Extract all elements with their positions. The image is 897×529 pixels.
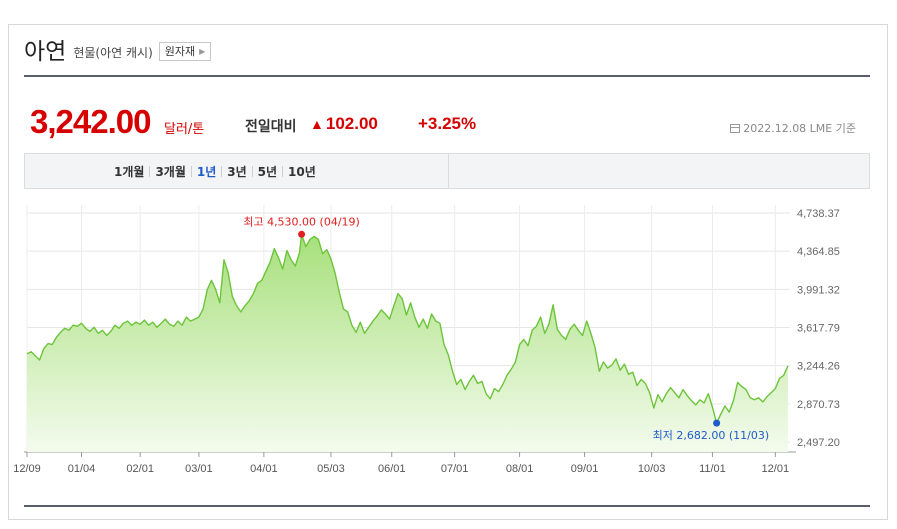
low-marker bbox=[713, 419, 721, 427]
x-tick-label: 05/03 bbox=[317, 463, 345, 475]
y-tick-label: 4,738.37 bbox=[797, 208, 840, 220]
commodity-button[interactable]: 원자재 ▶ bbox=[158, 42, 212, 61]
tab-period-5[interactable]: 10년 bbox=[288, 164, 316, 179]
tab-separator bbox=[282, 165, 284, 177]
period-selector: 1개월 3개월 1년 3년 5년 10년 bbox=[24, 153, 870, 189]
price-change-value: 102.00 bbox=[325, 114, 378, 133]
footer-divider bbox=[24, 505, 870, 507]
as-of-date: 2022.12.08 LME 기준 bbox=[730, 120, 856, 136]
high-label: 최고 4,530.00 (04/19) bbox=[243, 215, 360, 228]
y-tick-label: 3,244.26 bbox=[797, 361, 840, 373]
x-tick-label: 04/01 bbox=[250, 463, 278, 475]
price-change: ▲ 102.00 bbox=[310, 114, 378, 134]
price-line bbox=[26, 233, 789, 424]
x-tick-label: 02/01 bbox=[126, 463, 154, 475]
price-summary: 3,242.00 달러/톤 전일대비 ▲ 102.00 +3.25% 2022.1… bbox=[30, 103, 856, 143]
high-marker bbox=[298, 230, 306, 238]
title-row: 아연 현물(아연 캐시) 원자재 ▶ bbox=[24, 34, 212, 65]
x-tick-label: 01/04 bbox=[68, 463, 96, 475]
current-price: 3,242.00 bbox=[30, 103, 151, 140]
period-tabs: 1개월 3개월 1년 3년 5년 10년 bbox=[109, 154, 321, 188]
x-tick-label: 10/03 bbox=[638, 463, 666, 475]
period-divider bbox=[448, 154, 449, 188]
tab-period-2[interactable]: 1년 bbox=[196, 164, 217, 179]
x-tick-label: 11/01 bbox=[699, 463, 726, 475]
x-tick-label: 06/01 bbox=[378, 463, 406, 475]
low-label: 최저 2,682.00 (11/03) bbox=[653, 429, 770, 442]
up-triangle-icon: ▲ bbox=[310, 116, 324, 132]
x-tick-label: 07/01 bbox=[441, 463, 469, 475]
x-tick-label: 09/01 bbox=[571, 463, 599, 475]
y-tick-label: 3,991.32 bbox=[797, 284, 840, 296]
y-tick-label: 3,617.79 bbox=[797, 322, 840, 334]
page-title: 아연 bbox=[24, 39, 67, 65]
x-tick-label: 08/01 bbox=[506, 463, 534, 475]
tab-separator bbox=[190, 165, 192, 177]
price-area bbox=[27, 234, 788, 452]
price-unit: 달러/톤 bbox=[164, 122, 205, 137]
chevron-right-icon: ▶ bbox=[199, 47, 206, 56]
as-of-text: 2022.12.08 LME 기준 bbox=[743, 122, 856, 135]
y-tick-label: 2,870.73 bbox=[797, 399, 840, 411]
tab-period-1[interactable]: 3개월 bbox=[155, 164, 186, 179]
calendar-icon bbox=[730, 123, 741, 133]
commodity-button-label: 원자재 bbox=[164, 45, 196, 58]
x-tick-label: 12/09 bbox=[13, 463, 41, 475]
y-tick-label: 4,364.85 bbox=[797, 246, 840, 258]
tab-separator bbox=[221, 165, 223, 177]
page-subtitle: 현물(아연 캐시) bbox=[73, 45, 153, 60]
tab-period-4[interactable]: 5년 bbox=[257, 164, 278, 179]
x-tick-label: 12/01 bbox=[762, 463, 790, 475]
tab-separator bbox=[149, 165, 151, 177]
x-tick-label: 03/01 bbox=[185, 463, 213, 475]
header-divider bbox=[24, 75, 870, 77]
compare-label: 전일대비 bbox=[245, 119, 297, 135]
tab-period-0[interactable]: 1개월 bbox=[114, 164, 145, 179]
tab-separator bbox=[251, 165, 253, 177]
tab-period-3[interactable]: 3년 bbox=[227, 164, 247, 179]
y-tick-label: 2,497.20 bbox=[797, 437, 840, 449]
price-change-percent: +3.25% bbox=[418, 114, 477, 133]
